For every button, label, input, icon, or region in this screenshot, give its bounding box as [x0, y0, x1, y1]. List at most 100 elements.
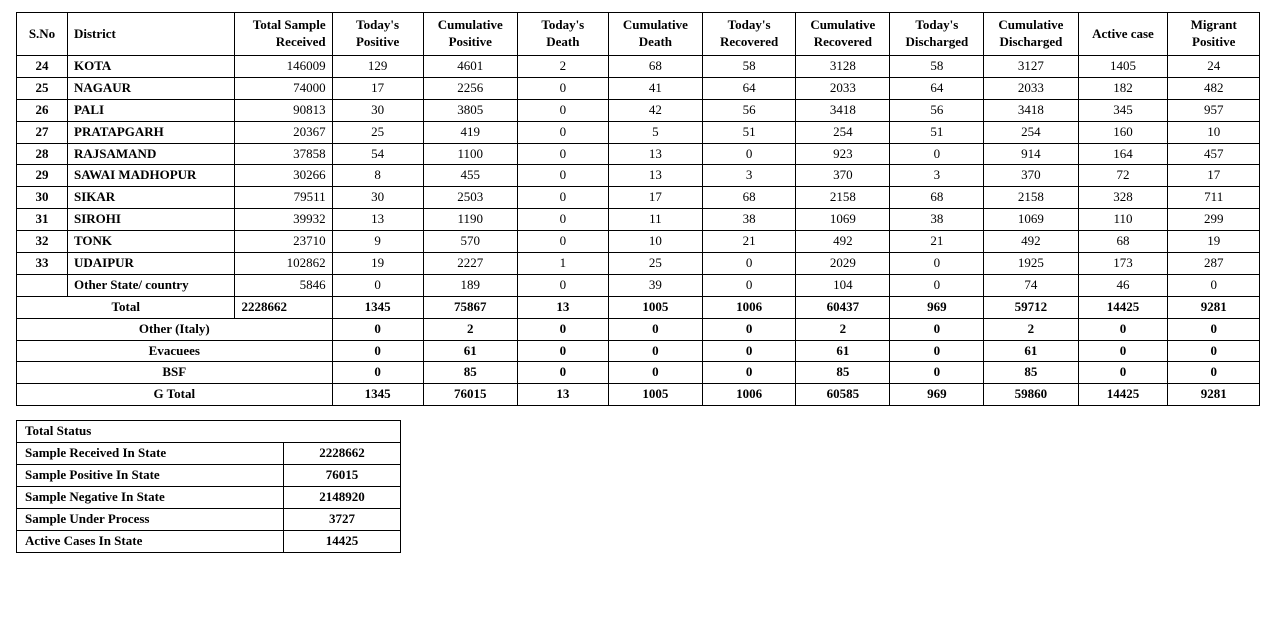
cell-dist: UDAIPUR: [68, 253, 235, 275]
cell-cdis: 254: [984, 121, 1078, 143]
summary-label: Other (Italy): [17, 318, 333, 340]
status-value: 2148920: [284, 486, 401, 508]
total-tdth: 13: [517, 296, 608, 318]
summary-tdis: 969: [890, 384, 984, 406]
summary-mig: 9281: [1168, 384, 1260, 406]
cell-tdth: 0: [517, 209, 608, 231]
cell-trec: 0: [703, 274, 796, 296]
cell-dist: SIROHI: [68, 209, 235, 231]
status-row: Sample Negative In State2148920: [17, 486, 401, 508]
summary-row: Other (Italy)0200020200: [17, 318, 1260, 340]
cell-dist: PRATAPGARH: [68, 121, 235, 143]
cell-sno: 30: [17, 187, 68, 209]
table-row: 26PALI90813303805042563418563418345957: [17, 99, 1260, 121]
cell-cpos: 455: [423, 165, 517, 187]
cell-mig: 0: [1168, 274, 1260, 296]
cell-cdth: 11: [608, 209, 702, 231]
cell-sno: 29: [17, 165, 68, 187]
cell-tdis: 68: [890, 187, 984, 209]
table-row: 33UDAIPUR1028621922271250202901925173287: [17, 253, 1260, 275]
table-row: 31SIROHI39932131190011381069381069110299: [17, 209, 1260, 231]
summary-crec: 60585: [796, 384, 890, 406]
cell-mig: 24: [1168, 56, 1260, 78]
cell-cpos: 1190: [423, 209, 517, 231]
total-cdth: 1005: [608, 296, 702, 318]
cell-trec: 21: [703, 231, 796, 253]
cell-tdis: 3: [890, 165, 984, 187]
cell-sno: 25: [17, 77, 68, 99]
cell-cpos: 4601: [423, 56, 517, 78]
cell-cpos: 3805: [423, 99, 517, 121]
cell-samp: 37858: [235, 143, 332, 165]
cell-actv: 72: [1078, 165, 1168, 187]
cell-dist: NAGAUR: [68, 77, 235, 99]
cell-trec: 68: [703, 187, 796, 209]
cell-samp: 5846: [235, 274, 332, 296]
cell-cdth: 41: [608, 77, 702, 99]
summary-tpos: 1345: [332, 384, 423, 406]
table-row: Other State/ country58460189039010407446…: [17, 274, 1260, 296]
status-title-row: Total Status: [17, 421, 401, 443]
col-mig: Migrant Positive: [1168, 13, 1260, 56]
cell-dist: SIKAR: [68, 187, 235, 209]
cell-tdth: 0: [517, 165, 608, 187]
status-row: Sample Received In State2228662: [17, 443, 401, 465]
cell-tdth: 1: [517, 253, 608, 275]
cell-mig: 711: [1168, 187, 1260, 209]
col-trec: Today's Recovered: [703, 13, 796, 56]
status-row: Active Cases In State14425: [17, 530, 401, 552]
cell-cdth: 17: [608, 187, 702, 209]
cell-actv: 345: [1078, 99, 1168, 121]
cell-samp: 20367: [235, 121, 332, 143]
cell-tpos: 0: [332, 274, 423, 296]
summary-crec: 85: [796, 362, 890, 384]
summary-tdth: 0: [517, 362, 608, 384]
summary-cdth: 0: [608, 362, 702, 384]
cell-tdis: 0: [890, 253, 984, 275]
cell-cdis: 370: [984, 165, 1078, 187]
cell-tpos: 129: [332, 56, 423, 78]
col-tpos: Today's Positive: [332, 13, 423, 56]
summary-mig: 0: [1168, 318, 1260, 340]
summary-tdis: 0: [890, 340, 984, 362]
cell-actv: 68: [1078, 231, 1168, 253]
total-status-table: Total Status Sample Received In State222…: [16, 420, 401, 552]
cell-mig: 17: [1168, 165, 1260, 187]
status-row: Sample Positive In State76015: [17, 465, 401, 487]
cell-actv: 173: [1078, 253, 1168, 275]
col-tdis: Today's Discharged: [890, 13, 984, 56]
cell-trec: 0: [703, 143, 796, 165]
cell-crec: 923: [796, 143, 890, 165]
cell-samp: 79511: [235, 187, 332, 209]
cell-crec: 2158: [796, 187, 890, 209]
cell-cdth: 13: [608, 165, 702, 187]
cell-tdth: 0: [517, 77, 608, 99]
cell-dist: RAJSAMAND: [68, 143, 235, 165]
summary-cpos: 2: [423, 318, 517, 340]
cell-trec: 56: [703, 99, 796, 121]
cell-sno: 32: [17, 231, 68, 253]
cell-crec: 2029: [796, 253, 890, 275]
total-mig: 9281: [1168, 296, 1260, 318]
cell-tpos: 54: [332, 143, 423, 165]
status-label: Sample Received In State: [17, 443, 284, 465]
cell-sno: [17, 274, 68, 296]
total-trec: 1006: [703, 296, 796, 318]
total-label: Total: [17, 296, 235, 318]
summary-tpos: 0: [332, 318, 423, 340]
cell-cpos: 2256: [423, 77, 517, 99]
col-cdth: Cumulative Death: [608, 13, 702, 56]
cell-cdis: 3418: [984, 99, 1078, 121]
table-row: 24KOTA1460091294601268583128583127140524: [17, 56, 1260, 78]
cell-cdis: 74: [984, 274, 1078, 296]
cell-mig: 457: [1168, 143, 1260, 165]
cell-crec: 1069: [796, 209, 890, 231]
col-sno: S.No: [17, 13, 68, 56]
summary-cpos: 85: [423, 362, 517, 384]
table-row: 30SIKAR79511302503017682158682158328711: [17, 187, 1260, 209]
cell-cdis: 1925: [984, 253, 1078, 275]
cell-tdis: 51: [890, 121, 984, 143]
total-crec: 60437: [796, 296, 890, 318]
cell-crec: 2033: [796, 77, 890, 99]
cell-cdth: 13: [608, 143, 702, 165]
